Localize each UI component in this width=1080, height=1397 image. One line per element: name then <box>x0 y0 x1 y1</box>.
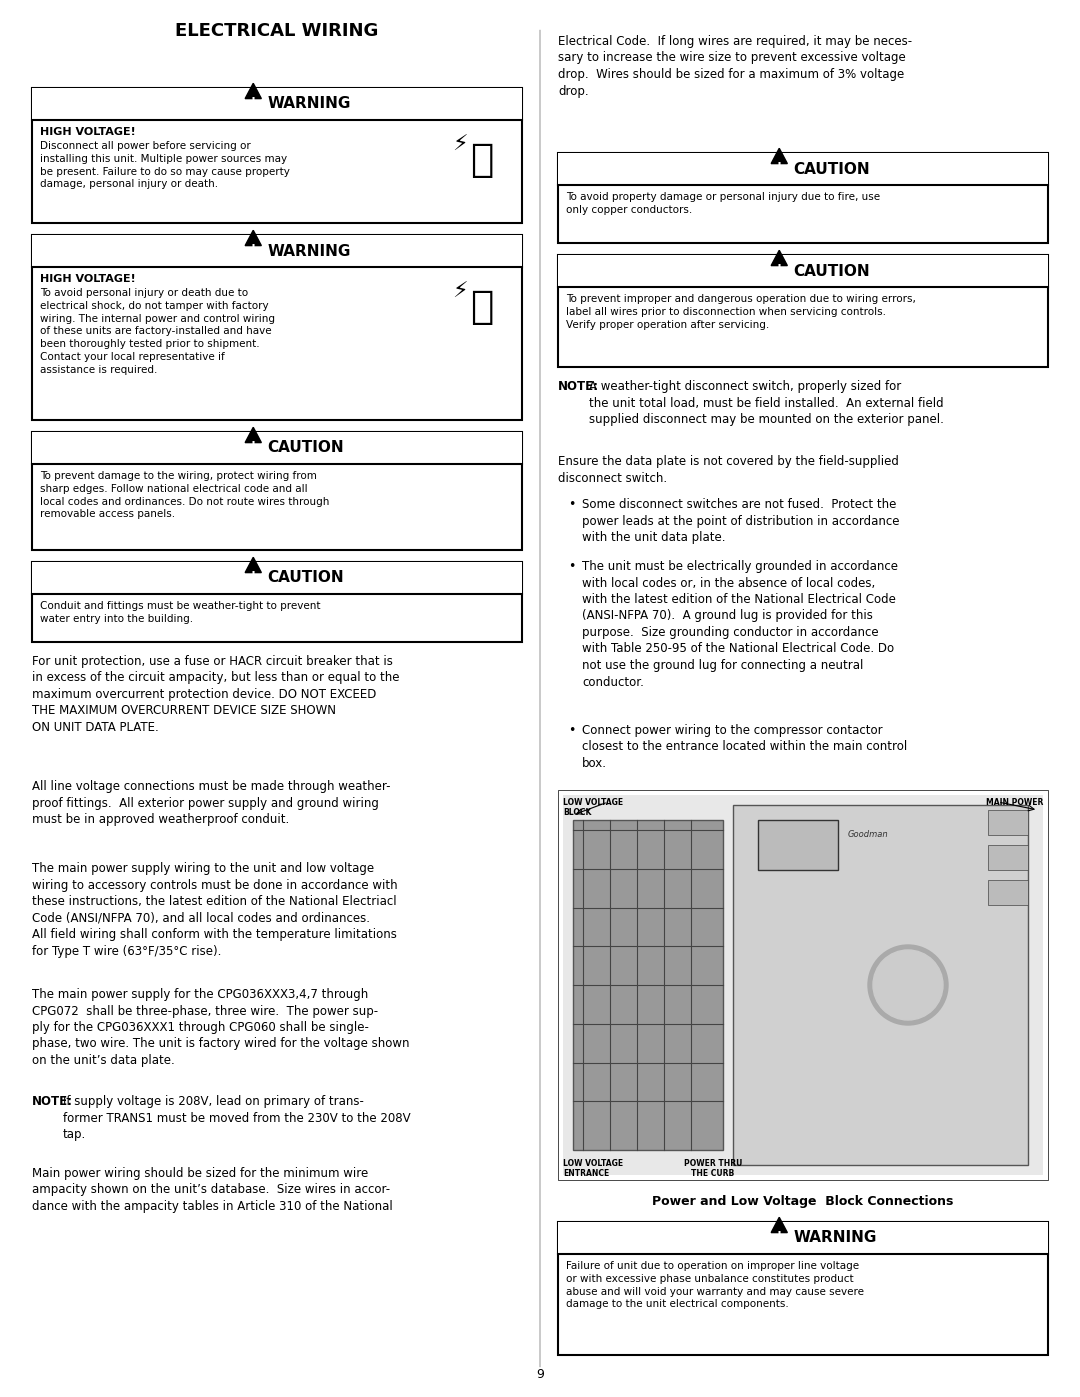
Bar <box>558 789 1048 1180</box>
Text: A weather-tight disconnect switch, properly sized for
the unit total load, must : A weather-tight disconnect switch, prope… <box>589 380 944 426</box>
Text: !: ! <box>777 162 782 172</box>
Text: •: • <box>568 724 576 738</box>
Bar <box>32 562 522 594</box>
Text: 9: 9 <box>536 1368 544 1382</box>
Bar <box>558 1222 1048 1255</box>
Text: ✋: ✋ <box>470 141 494 179</box>
Polygon shape <box>245 557 261 573</box>
Text: •: • <box>568 497 576 511</box>
Text: Connect power wiring to the compressor contactor
closest to the entrance located: Connect power wiring to the compressor c… <box>582 724 907 770</box>
Bar <box>32 432 522 464</box>
Bar <box>988 845 1028 870</box>
Text: HIGH VOLTAGE!: HIGH VOLTAGE! <box>40 127 136 137</box>
Bar <box>558 256 1048 367</box>
Bar <box>558 1222 1048 1355</box>
Text: Some disconnect switches are not fused.  Protect the
power leads at the point of: Some disconnect switches are not fused. … <box>582 497 900 543</box>
Polygon shape <box>771 148 787 163</box>
Text: For unit protection, use a fuse or HACR circuit breaker that is
in excess of the: For unit protection, use a fuse or HACR … <box>32 655 400 733</box>
Bar <box>988 880 1028 905</box>
Polygon shape <box>771 250 787 265</box>
Text: !: ! <box>251 244 256 254</box>
Text: WARNING: WARNING <box>794 1231 877 1246</box>
Polygon shape <box>245 84 261 99</box>
Bar <box>558 154 1048 243</box>
Text: To prevent damage to the wiring, protect wiring from
sharp edges. Follow nationa: To prevent damage to the wiring, protect… <box>40 471 329 520</box>
Text: To avoid property damage or personal injury due to fire, use
only copper conduct: To avoid property damage or personal inj… <box>566 191 880 215</box>
Text: All line voltage connections must be made through weather-
proof fittings.  All : All line voltage connections must be mad… <box>32 780 391 826</box>
Text: !: ! <box>777 264 782 274</box>
Bar <box>32 235 522 267</box>
Text: CAUTION: CAUTION <box>268 440 343 455</box>
Text: !: ! <box>251 98 256 108</box>
Bar <box>558 256 1048 286</box>
Text: Electrical Code.  If long wires are required, it may be neces-
sary to increase : Electrical Code. If long wires are requi… <box>558 35 913 98</box>
Text: Ensure the data plate is not covered by the field-supplied
disconnect switch.: Ensure the data plate is not covered by … <box>558 455 899 485</box>
Bar <box>988 810 1028 835</box>
Text: To prevent improper and dangerous operation due to wiring errors,
label all wire: To prevent improper and dangerous operat… <box>566 293 916 330</box>
Text: The main power supply wiring to the unit and low voltage
wiring to accessory con: The main power supply wiring to the unit… <box>32 862 397 957</box>
Circle shape <box>868 944 948 1025</box>
Bar <box>563 795 1043 1175</box>
Text: Disconnect all power before servicing or
installing this unit. Multiple power so: Disconnect all power before servicing or… <box>40 141 289 190</box>
Bar <box>758 820 838 870</box>
Text: WARNING: WARNING <box>268 243 351 258</box>
Text: NOTE:: NOTE: <box>558 380 599 393</box>
Text: NOTE:: NOTE: <box>32 1095 73 1108</box>
Bar <box>32 88 522 120</box>
Circle shape <box>873 950 943 1020</box>
Text: CAUTION: CAUTION <box>794 162 870 176</box>
Polygon shape <box>771 1217 787 1232</box>
Text: ⚡: ⚡ <box>453 136 468 155</box>
Text: ✋: ✋ <box>470 288 494 326</box>
Text: ⚡: ⚡ <box>453 282 468 302</box>
Bar <box>733 805 1028 1165</box>
Bar <box>32 562 522 643</box>
Text: !: ! <box>251 441 256 451</box>
Polygon shape <box>245 231 261 246</box>
Text: ELECTRICAL WIRING: ELECTRICAL WIRING <box>175 22 379 41</box>
Text: To avoid personal injury or death due to
electrical shock, do not tamper with fa: To avoid personal injury or death due to… <box>40 288 275 374</box>
Text: Failure of unit due to operation on improper line voltage
or with excessive phas: Failure of unit due to operation on impr… <box>566 1261 864 1309</box>
Text: The main power supply for the CPG036XXX3,4,7 through
CPG072  shall be three-phas: The main power supply for the CPG036XXX3… <box>32 988 409 1067</box>
Text: Conduit and fittings must be weather-tight to prevent
water entry into the build: Conduit and fittings must be weather-tig… <box>40 601 321 624</box>
Bar <box>558 154 1048 184</box>
Text: MAIN POWER: MAIN POWER <box>986 798 1043 807</box>
Text: !: ! <box>777 1231 782 1241</box>
Text: •: • <box>568 560 576 573</box>
Text: Main power wiring should be sized for the minimum wire
ampacity shown on the uni: Main power wiring should be sized for th… <box>32 1166 393 1213</box>
Text: The unit must be electrically grounded in accordance
with local codes or, in the: The unit must be electrically grounded i… <box>582 560 897 689</box>
Bar <box>573 820 723 1150</box>
Text: Goodman: Goodman <box>848 830 889 840</box>
Bar <box>32 88 522 224</box>
Text: CAUTION: CAUTION <box>268 570 343 585</box>
Text: LOW VOLTAGE
ENTRANCE: LOW VOLTAGE ENTRANCE <box>563 1158 623 1178</box>
Text: If supply voltage is 208V, lead on primary of trans-
former TRANS1 must be moved: If supply voltage is 208V, lead on prima… <box>63 1095 410 1141</box>
Text: CAUTION: CAUTION <box>794 264 870 278</box>
Text: POWER THRU
THE CURB: POWER THRU THE CURB <box>684 1158 742 1178</box>
Bar <box>32 432 522 550</box>
Bar <box>32 235 522 420</box>
Polygon shape <box>245 427 261 443</box>
Text: LOW VOLTAGE
BLOCK: LOW VOLTAGE BLOCK <box>563 798 623 817</box>
Text: WARNING: WARNING <box>268 96 351 112</box>
Text: HIGH VOLTAGE!: HIGH VOLTAGE! <box>40 274 136 284</box>
Text: Power and Low Voltage  Block Connections: Power and Low Voltage Block Connections <box>652 1194 954 1208</box>
Text: !: ! <box>251 571 256 581</box>
